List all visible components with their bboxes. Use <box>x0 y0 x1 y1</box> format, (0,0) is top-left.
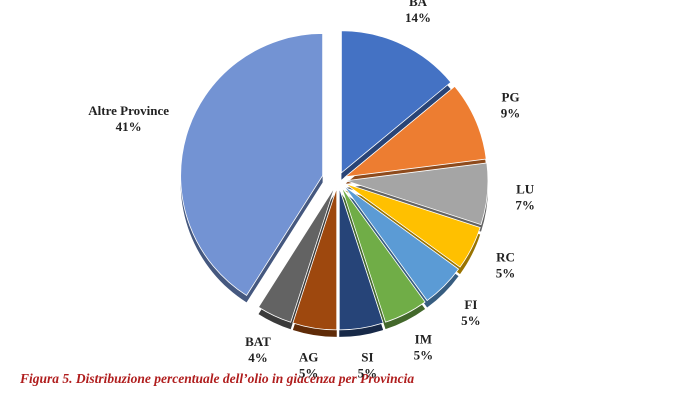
slice <box>257 187 335 323</box>
slice <box>292 187 338 331</box>
slice-label: PG <box>502 89 520 104</box>
slice <box>180 33 324 296</box>
slice-value-label: 9% <box>501 105 521 120</box>
pie <box>180 30 489 331</box>
slice <box>341 186 426 323</box>
slice-label: Altre Province <box>88 103 169 118</box>
slice-label: RC <box>496 249 515 264</box>
slice-value-label: 5% <box>358 366 378 381</box>
caption: Figura 5. Distribuzione percentuale dell… <box>19 371 414 386</box>
slice-value-label: 14% <box>405 10 431 25</box>
slice-value-label: 5% <box>414 348 434 363</box>
slice <box>344 85 487 178</box>
slice-label: AG <box>299 350 319 365</box>
slice <box>345 162 489 226</box>
slice-value-label: 41% <box>116 119 142 134</box>
slice <box>338 187 384 331</box>
slice-label: FI <box>464 297 477 312</box>
slice-label: BA <box>409 0 428 9</box>
slice <box>343 185 460 302</box>
slice-label: BAT <box>245 334 271 349</box>
slice <box>344 183 481 268</box>
slice-label: LU <box>516 182 535 197</box>
slice-value-label: 5% <box>299 366 319 381</box>
slice-value-label: 5% <box>461 313 481 328</box>
slice-value-label: 5% <box>496 265 516 280</box>
slice-label: IM <box>415 332 432 347</box>
slice-value-label: 4% <box>248 350 268 365</box>
slice-value-label: 7% <box>515 198 535 213</box>
slice <box>341 30 452 174</box>
slice-label: SI <box>361 350 373 365</box>
